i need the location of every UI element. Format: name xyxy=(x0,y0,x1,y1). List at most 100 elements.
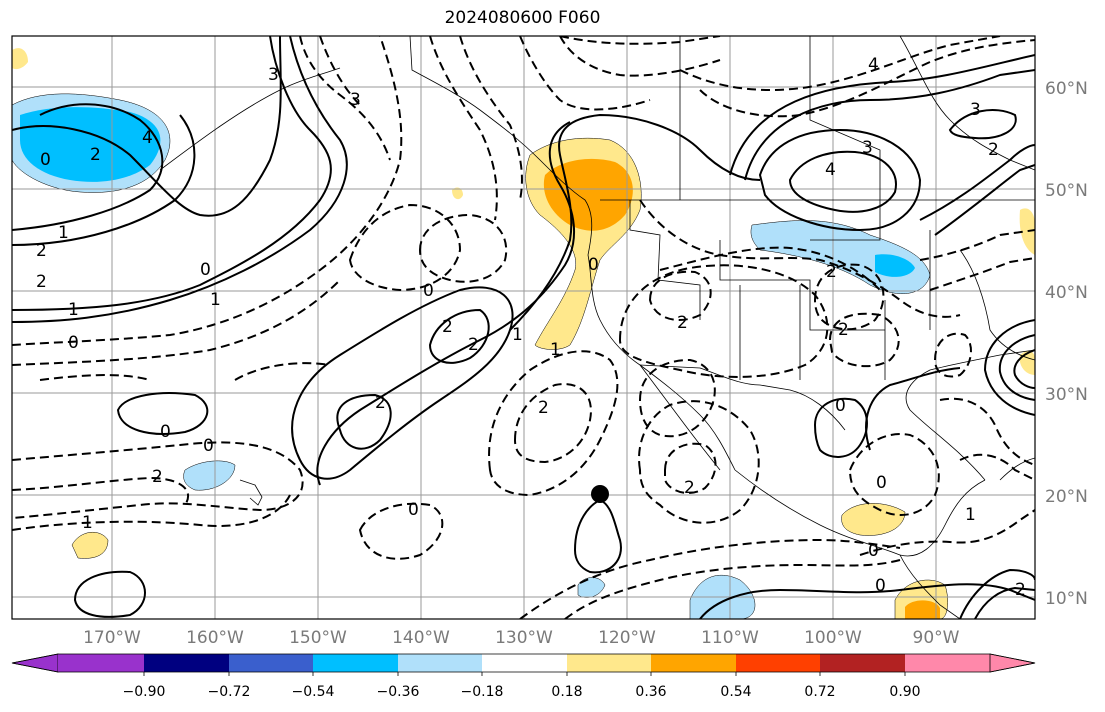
contour-label: 0 xyxy=(868,541,879,561)
colorbar-segment xyxy=(144,654,229,672)
lat-label: 50°N xyxy=(1045,181,1088,201)
contour-dash-12 xyxy=(358,502,444,560)
contour-label: 0 xyxy=(68,333,79,353)
shade-orange-coast xyxy=(543,158,633,231)
contour-dash-14 xyxy=(513,383,592,464)
shade-blue-hawaii xyxy=(183,460,236,491)
contour-solid-23 xyxy=(573,498,622,574)
colorbar-segment xyxy=(11,653,59,673)
border-state-4 xyxy=(810,200,931,330)
contour-solid-24 xyxy=(813,397,868,458)
contour-dash-30 xyxy=(919,229,1035,261)
lat-label: 20°N xyxy=(1045,487,1088,507)
contour-dash-31 xyxy=(929,257,1035,291)
shade-cyan-plains xyxy=(875,254,915,277)
contour-label: 0 xyxy=(835,396,846,416)
contour-label: 2 xyxy=(988,140,999,160)
colorbar-segment xyxy=(58,654,144,672)
contour-dash-35 xyxy=(859,509,1035,556)
border-state-2 xyxy=(719,240,885,331)
shade-yellow-ne xyxy=(1019,208,1035,255)
contour-solid-7 xyxy=(336,393,392,450)
contour-solid-21 xyxy=(116,392,209,435)
border-us-mexico xyxy=(639,364,846,431)
contour-dash-34 xyxy=(959,453,1035,481)
border-state-3 xyxy=(739,285,886,380)
contour-solid-15 xyxy=(919,144,1035,221)
contour-label: 1 xyxy=(965,505,976,525)
colorbar-segment xyxy=(398,654,482,672)
contour-label: 4 xyxy=(825,160,836,180)
contour-dash-17 xyxy=(638,400,760,524)
lon-label: 170°W xyxy=(83,628,141,648)
contour-dash-4 xyxy=(418,213,508,283)
contour-solid-6 xyxy=(291,286,514,480)
contour-dash-1 xyxy=(12,36,403,346)
contour-label: 0 xyxy=(423,281,434,301)
contour-dash-23 xyxy=(564,559,901,619)
contour-solid-19 xyxy=(998,334,1035,401)
contour-solid-3 xyxy=(12,36,282,217)
contour-dash-36 xyxy=(39,374,151,381)
contour-dash-19 xyxy=(618,264,829,378)
contour-label: 0 xyxy=(40,150,51,170)
contour-dash-6 xyxy=(459,36,523,201)
colorbar-segment xyxy=(567,654,651,672)
contour-dash-20 xyxy=(813,263,885,331)
colorbar-label: −0.18 xyxy=(461,684,504,700)
coast-central-am xyxy=(899,554,961,619)
colorbar-label: 0.54 xyxy=(720,684,751,700)
contour-label: 2 xyxy=(152,467,163,487)
colorbar-label: −0.90 xyxy=(123,684,166,700)
contour-label: 1 xyxy=(58,223,69,243)
contour-solid-13 xyxy=(744,69,1035,181)
lon-label: 140°W xyxy=(392,628,450,648)
contour-label: 4 xyxy=(142,128,153,148)
colorbar-segment xyxy=(736,654,820,672)
contour-dash-9 xyxy=(12,441,304,519)
contours xyxy=(12,36,1035,619)
lat-label: 60°N xyxy=(1045,79,1088,99)
contour-dash-37 xyxy=(299,36,391,161)
lon-label: 120°W xyxy=(598,628,656,648)
contour-label: 0 xyxy=(160,422,171,442)
contour-solid-5 xyxy=(12,114,196,246)
contour-dash-2 xyxy=(12,279,341,366)
contour-label: 2 xyxy=(442,317,453,337)
contour-label: 2 xyxy=(36,241,47,261)
contour-solid-27 xyxy=(974,586,1035,619)
colorbar-label: −0.54 xyxy=(292,684,335,700)
contour-label: 3 xyxy=(862,138,873,158)
contour-solid-11 xyxy=(758,128,922,232)
contour-label: 2 xyxy=(90,145,101,165)
colorbar-segment xyxy=(482,654,567,672)
contour-labels: 0 2 2 1 2 1 0 0 1 0 2 2 0 2 2 0 1 2 2 0 … xyxy=(36,55,1026,600)
contour-label: 2 xyxy=(1015,580,1026,600)
contour-solid-2 xyxy=(12,36,348,323)
contour-solid-22 xyxy=(73,570,146,618)
contour-label: 1 xyxy=(210,290,221,310)
contour-label: 2 xyxy=(677,313,688,333)
lon-label: 110°W xyxy=(701,628,759,648)
shade-orange-caribbean xyxy=(905,600,940,619)
border-canada-1 xyxy=(679,36,881,200)
colorbar-label: −0.72 xyxy=(208,684,251,700)
contour-label: 2 xyxy=(838,320,849,340)
coast-caribbean xyxy=(999,457,1035,481)
shade-yellow-sw xyxy=(71,532,109,559)
colorbar-segment xyxy=(989,653,1036,673)
contour-label: 0 xyxy=(200,260,211,280)
contour-label: 1 xyxy=(82,513,93,533)
contour-dash-39 xyxy=(234,362,331,381)
contour-solid-1 xyxy=(12,36,332,311)
latitude-labels: 60°N 50°N 40°N 30°N 20°N 10°N xyxy=(1045,79,1088,609)
lon-label: 150°W xyxy=(289,628,347,648)
contour-dash-16 xyxy=(664,442,717,495)
contour-solid-20 xyxy=(1013,349,1035,389)
contour-solid-16 xyxy=(934,164,1035,236)
location-marker xyxy=(591,485,609,503)
contour-dash-32 xyxy=(939,397,1035,466)
contours-dashed xyxy=(12,36,1035,619)
longitude-labels: 170°W 160°W 150°W 140°W 130°W 120°W 110°… xyxy=(83,628,960,648)
